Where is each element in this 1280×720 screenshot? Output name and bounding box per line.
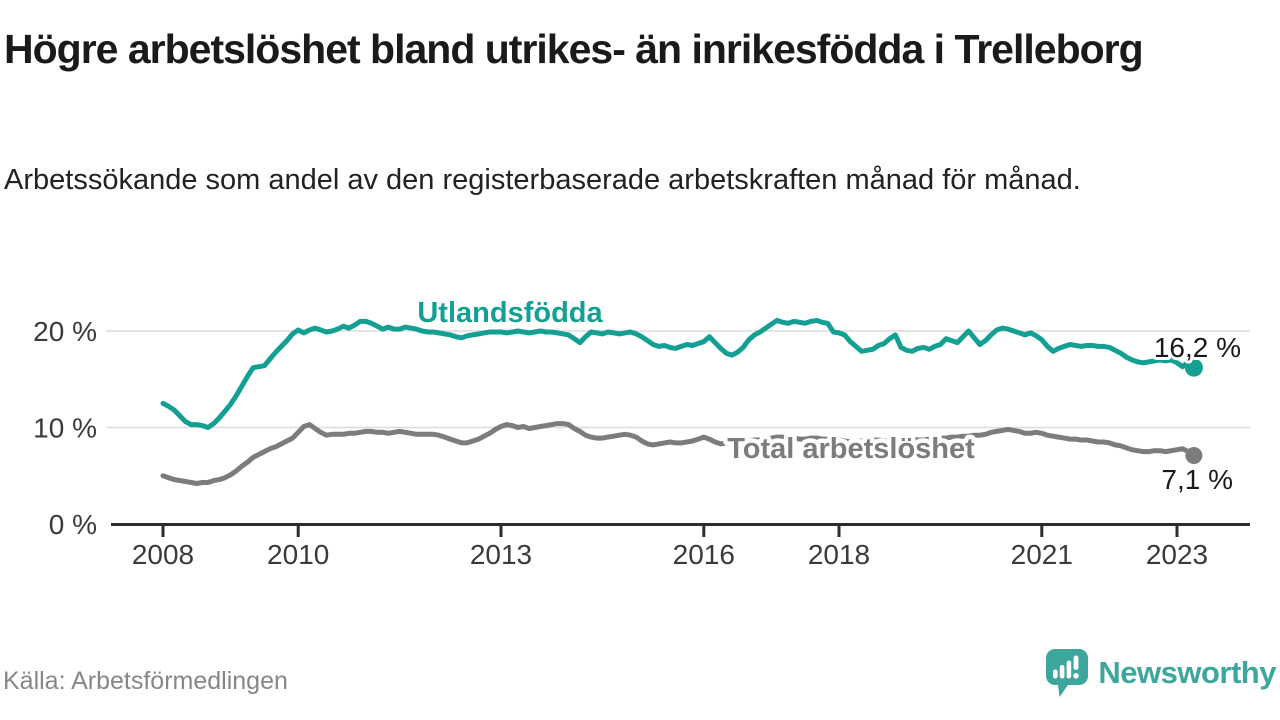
end-value-label: 7,1 % bbox=[1161, 464, 1233, 495]
series-line-utlandsfodda bbox=[160, 317, 1197, 430]
source-note: Källa: Arbetsförmedlingen bbox=[3, 667, 288, 695]
x-tick-label: 2023 bbox=[1146, 539, 1208, 570]
x-tick-label: 2016 bbox=[673, 539, 735, 570]
x-tick-label: 2013 bbox=[470, 539, 532, 570]
x-tick-label: 2021 bbox=[1011, 539, 1073, 570]
chart-title: Högre arbetslöshet bland utrikes- än inr… bbox=[4, 26, 1144, 72]
x-tick-label: 2010 bbox=[267, 539, 329, 570]
x-tick-label: 2008 bbox=[132, 539, 194, 570]
y-tick-label: 0 % bbox=[49, 509, 97, 540]
end-value-label: 16,2 % bbox=[1154, 332, 1241, 363]
y-tick-label: 20 % bbox=[33, 316, 97, 347]
newsworthy-bubble-chart-icon bbox=[1046, 649, 1089, 697]
x-tick-label: 2018 bbox=[808, 539, 870, 570]
series-label: Utlandsfödda bbox=[417, 297, 603, 329]
end-dot bbox=[1184, 358, 1203, 377]
series-label: Total arbetslöshet bbox=[727, 433, 975, 465]
newsworthy-logo: Newsworthy bbox=[1045, 648, 1276, 698]
newsworthy-wordmark: Newsworthy bbox=[1098, 655, 1276, 690]
series-line-total bbox=[160, 421, 1197, 486]
end-dot bbox=[1185, 446, 1203, 464]
y-tick-label: 10 % bbox=[33, 413, 97, 444]
chart-subtitle: Arbetssökande som andel av den registerb… bbox=[4, 164, 1081, 196]
